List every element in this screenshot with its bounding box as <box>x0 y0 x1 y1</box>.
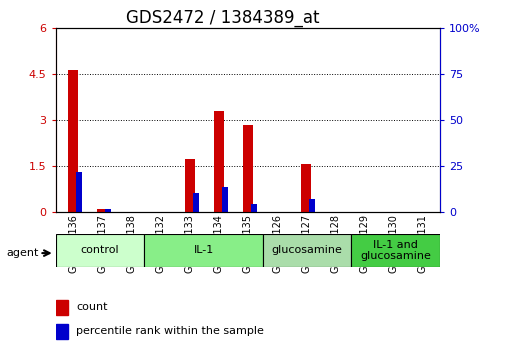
Bar <box>192 193 198 212</box>
Text: glucosamine: glucosamine <box>271 245 342 256</box>
Bar <box>300 164 311 212</box>
Bar <box>242 125 252 212</box>
Bar <box>68 70 78 212</box>
Bar <box>105 209 111 212</box>
Bar <box>184 159 194 212</box>
Bar <box>76 172 82 212</box>
Text: IL-1: IL-1 <box>193 245 213 256</box>
Bar <box>56 300 68 315</box>
Text: GDS2472 / 1384389_at: GDS2472 / 1384389_at <box>126 9 319 27</box>
Bar <box>56 324 68 339</box>
Bar <box>144 234 262 267</box>
Text: percentile rank within the sample: percentile rank within the sample <box>76 326 264 336</box>
Bar <box>351 234 439 267</box>
Bar <box>309 199 315 212</box>
Bar <box>262 234 351 267</box>
Bar <box>250 204 257 212</box>
Text: control: control <box>81 245 119 256</box>
Bar <box>56 234 144 267</box>
Bar <box>213 111 223 212</box>
Bar <box>97 209 107 212</box>
Text: IL-1 and
glucosamine: IL-1 and glucosamine <box>360 240 430 261</box>
Text: agent: agent <box>6 248 38 258</box>
Text: count: count <box>76 302 108 313</box>
Bar <box>221 187 228 212</box>
